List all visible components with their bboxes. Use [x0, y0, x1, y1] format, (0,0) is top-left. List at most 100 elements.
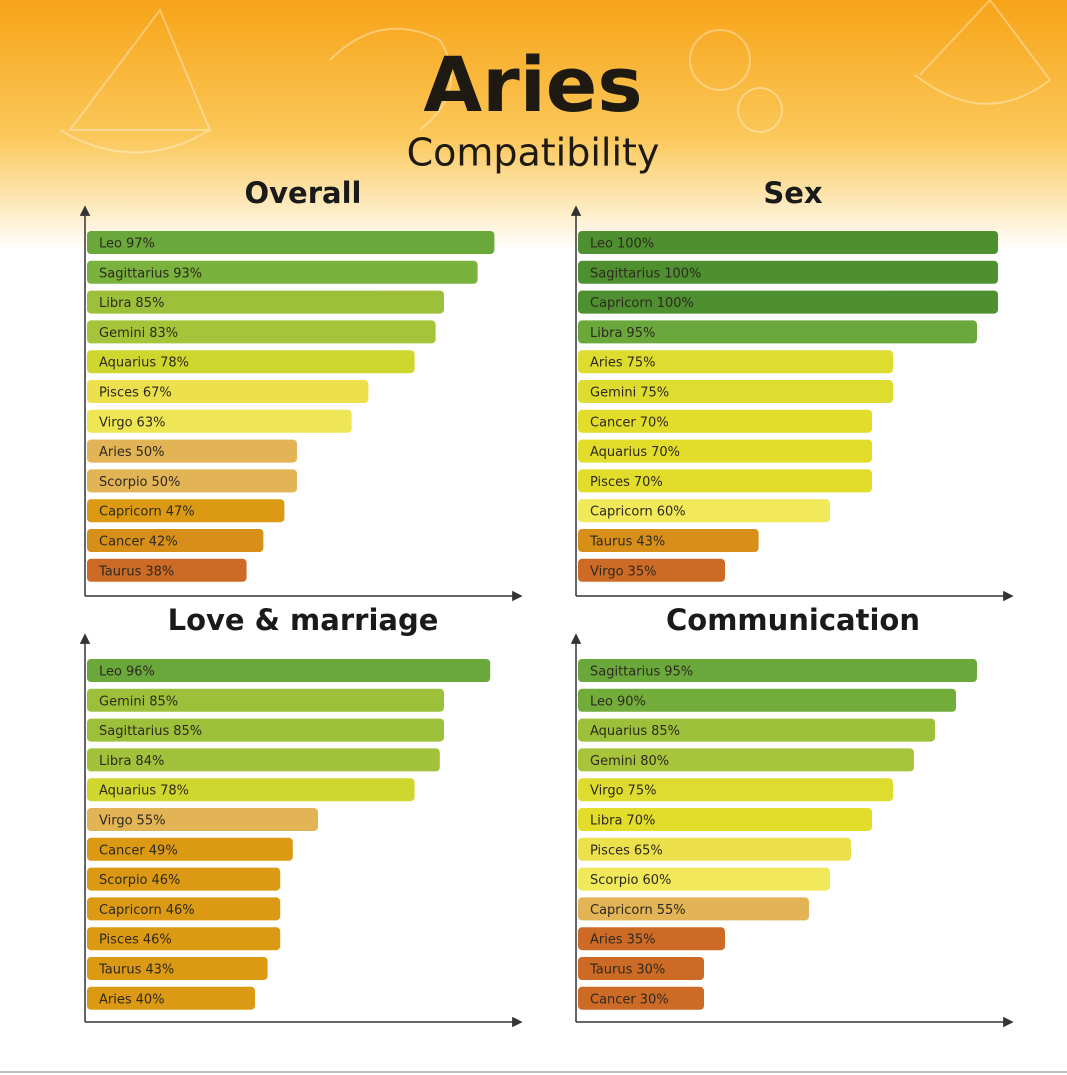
bar	[87, 659, 491, 682]
bar	[87, 897, 281, 921]
bar	[87, 260, 478, 284]
value-label: 43%	[145, 962, 174, 977]
bar-label: Libra 85%	[99, 296, 164, 311]
value-label: 100%	[657, 296, 694, 311]
bar-label: Sagittarius 85%	[99, 724, 202, 739]
page-title: Aries	[423, 40, 642, 129]
bar-label: Leo 90%	[590, 694, 646, 709]
bar	[87, 439, 297, 463]
bar-label: Cancer 42%	[99, 534, 178, 549]
value-label: 50%	[152, 474, 181, 489]
value-label: 43%	[636, 534, 665, 549]
bar-label: Leo 97%	[99, 236, 155, 251]
bar-label: Capricorn 46%	[99, 902, 195, 917]
bar	[578, 688, 956, 712]
bar	[578, 778, 893, 802]
category-label: Aquarius	[590, 724, 647, 739]
category-label: Sagittarius	[590, 664, 660, 679]
value-label: 90%	[617, 694, 646, 709]
category-label: Aquarius	[590, 445, 647, 460]
category-label: Aries	[590, 932, 623, 947]
category-label: Aries	[99, 445, 132, 460]
bar-label: Taurus 43%	[98, 962, 174, 977]
category-label: Libra	[590, 325, 622, 340]
value-label: 35%	[628, 564, 657, 579]
value-label: 75%	[628, 783, 657, 798]
header-background	[0, 0, 1067, 250]
value-label: 40%	[136, 992, 165, 1007]
category-label: Capricorn	[590, 902, 653, 917]
bar-label: Taurus 30%	[589, 962, 665, 977]
category-label: Scorpio	[590, 873, 639, 888]
bar	[578, 897, 809, 921]
value-label: 85%	[149, 694, 178, 709]
bar-label: Libra 84%	[99, 753, 164, 768]
bar-label: Aquarius 85%	[590, 724, 680, 739]
bar	[87, 409, 352, 433]
bar-label: Aries 35%	[590, 932, 656, 947]
value-label: 60%	[643, 873, 672, 888]
bar	[87, 380, 369, 403]
bar	[578, 469, 872, 493]
bar	[578, 957, 704, 980]
value-label: 55%	[137, 813, 166, 828]
bar-label: Virgo 55%	[99, 813, 165, 828]
category-label: Pisces	[99, 932, 139, 947]
category-label: Pisces	[590, 843, 630, 858]
bar-label: Cancer 30%	[590, 992, 669, 1007]
chart-title: Sex	[763, 176, 823, 210]
bar-label: Pisces 70%	[590, 474, 663, 489]
value-label: 60%	[657, 504, 686, 519]
bar	[578, 231, 998, 254]
value-label: 96%	[126, 664, 155, 679]
bar	[578, 659, 977, 682]
value-label: 95%	[664, 664, 693, 679]
value-label: 38%	[145, 564, 174, 579]
value-label: 75%	[627, 355, 656, 370]
bar-label: Virgo 75%	[590, 783, 656, 798]
value-label: 49%	[149, 843, 178, 858]
category-label: Virgo	[99, 813, 133, 828]
value-label: 30%	[636, 962, 665, 977]
decoration	[59, 0, 1051, 154]
category-label: Taurus	[589, 534, 633, 549]
bar-label: Virgo 35%	[590, 564, 656, 579]
category-label: Cancer	[99, 843, 145, 858]
bar-label: Gemini 75%	[590, 385, 669, 400]
category-label: Leo	[590, 694, 613, 709]
bar	[87, 320, 436, 344]
value-label: 70%	[626, 813, 655, 828]
category-label: Cancer	[99, 534, 145, 549]
bar	[578, 837, 851, 861]
bar-label: Pisces 65%	[590, 843, 663, 858]
bar	[87, 957, 268, 980]
category-label: Taurus	[98, 564, 142, 579]
bar-label: Cancer 70%	[590, 415, 669, 430]
bar	[87, 558, 247, 582]
bar-label: Sagittarius 95%	[590, 664, 693, 679]
value-label: 70%	[640, 415, 669, 430]
bar-label: Pisces 67%	[99, 385, 172, 400]
value-label: 78%	[160, 783, 189, 798]
value-label: 46%	[143, 932, 172, 947]
bar	[87, 748, 440, 772]
bar	[578, 290, 998, 314]
category-label: Capricorn	[99, 504, 162, 519]
value-label: 85%	[135, 296, 164, 311]
chart-title: Love & marriage	[168, 603, 439, 637]
value-label: 65%	[634, 843, 663, 858]
category-label: Leo	[99, 236, 122, 251]
chart-title: Overall	[245, 176, 362, 210]
bar	[87, 778, 415, 802]
category-label: Aries	[99, 992, 132, 1007]
value-label: 100%	[617, 236, 654, 251]
bar-label: Virgo 63%	[99, 415, 165, 430]
value-label: 55%	[657, 902, 686, 917]
category-label: Libra	[99, 753, 131, 768]
category-label: Sagittarius	[99, 724, 169, 739]
bar	[578, 380, 893, 403]
bar-label: Gemini 80%	[590, 753, 669, 768]
bar	[87, 837, 293, 861]
category-label: Capricorn	[590, 296, 653, 311]
